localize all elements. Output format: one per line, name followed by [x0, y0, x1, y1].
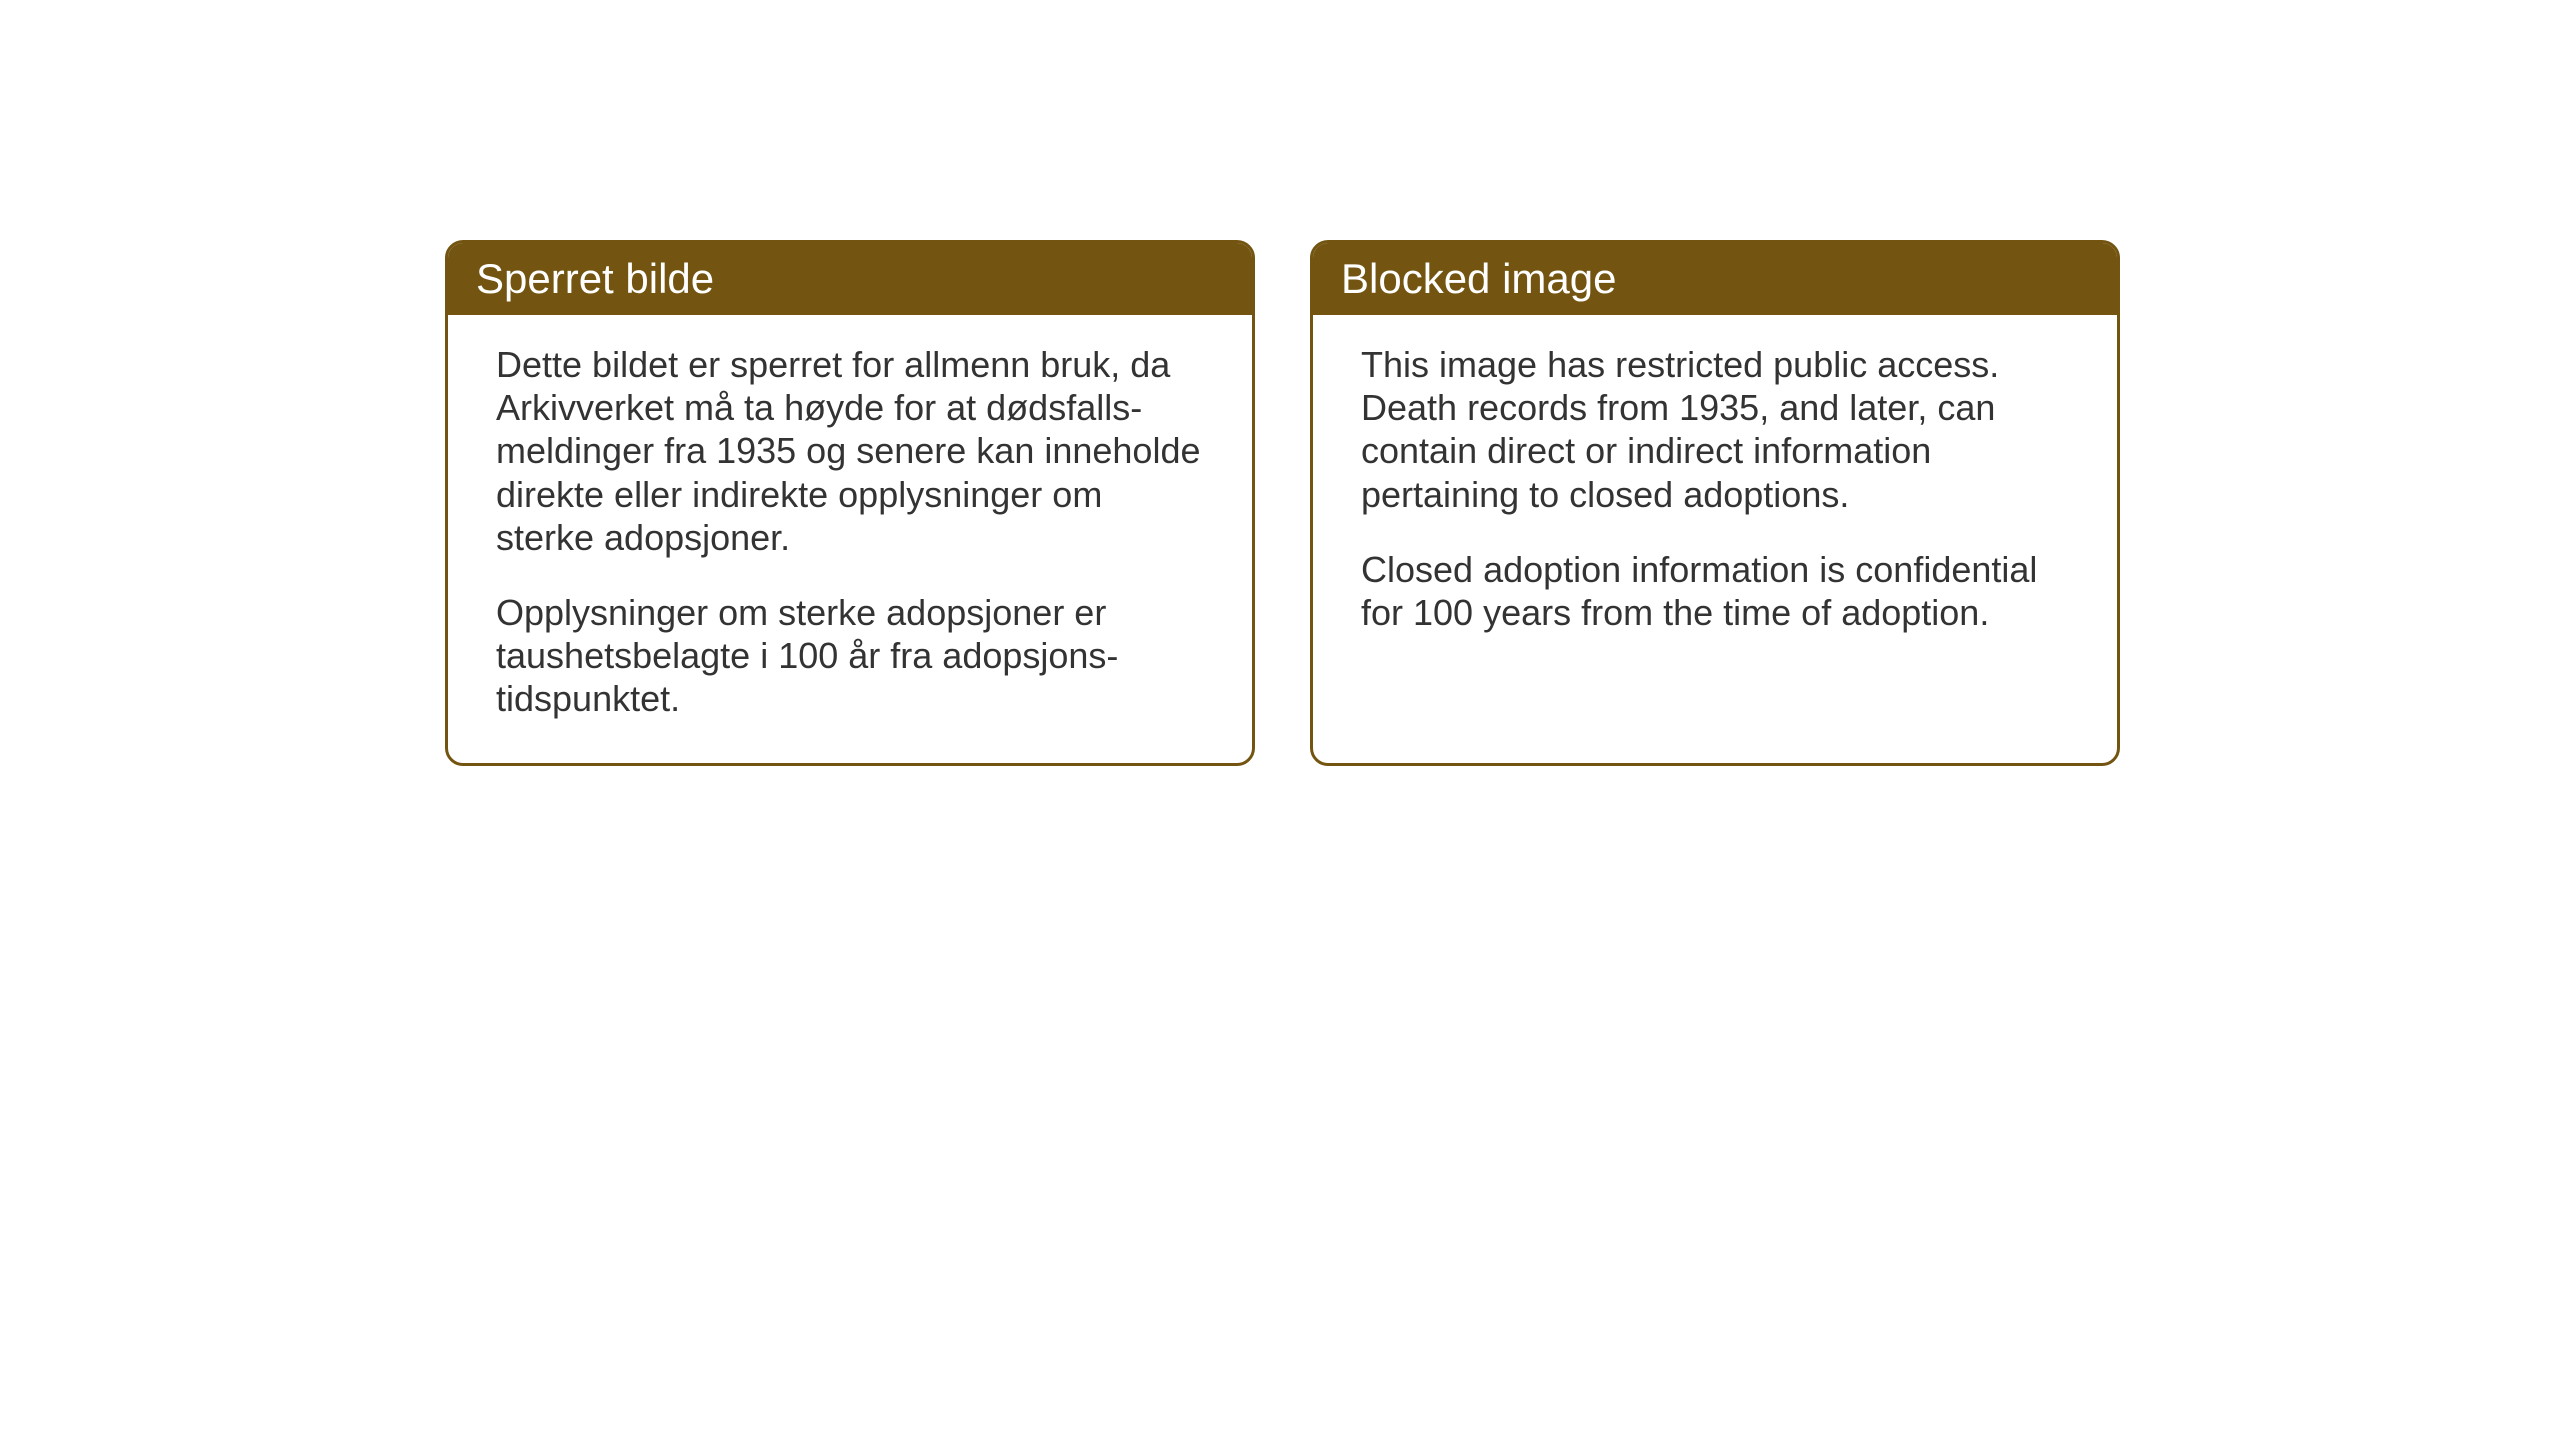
card-title: Blocked image: [1341, 255, 1616, 302]
card-header-english: Blocked image: [1313, 243, 2117, 315]
card-paragraph: Closed adoption information is confident…: [1361, 548, 2069, 634]
card-body-english: This image has restricted public access.…: [1313, 315, 2117, 676]
card-body-norwegian: Dette bildet er sperret for allmenn bruk…: [448, 315, 1252, 763]
card-paragraph: This image has restricted public access.…: [1361, 343, 2069, 516]
notice-card-norwegian: Sperret bilde Dette bildet er sperret fo…: [445, 240, 1255, 766]
notice-container: Sperret bilde Dette bildet er sperret fo…: [445, 240, 2120, 766]
card-header-norwegian: Sperret bilde: [448, 243, 1252, 315]
card-paragraph: Dette bildet er sperret for allmenn bruk…: [496, 343, 1204, 559]
card-title: Sperret bilde: [476, 255, 714, 302]
card-paragraph: Opplysninger om sterke adopsjoner er tau…: [496, 591, 1204, 721]
notice-card-english: Blocked image This image has restricted …: [1310, 240, 2120, 766]
